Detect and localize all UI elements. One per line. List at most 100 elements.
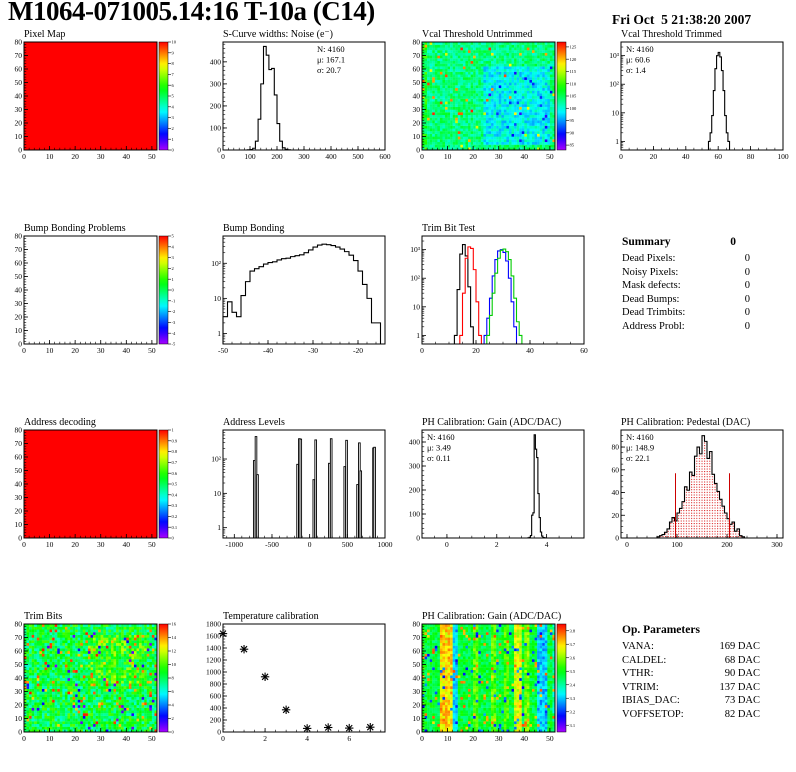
svg-text:10: 10 bbox=[15, 132, 23, 141]
trim_bit_test-svg: Trim Bit Test 0 20 40 60 1 10 10² 10³ bbox=[410, 223, 588, 355]
svg-text:-1000: -1000 bbox=[226, 540, 244, 549]
summary-title: Summary bbox=[622, 236, 671, 248]
svg-text:10: 10 bbox=[214, 294, 222, 303]
svg-text:10: 10 bbox=[214, 489, 222, 498]
chart-ph-pedestal: PH Calibration: Pedestal (DAC) 0 100 200 300… bbox=[597, 416, 796, 576]
svg-text:1000: 1000 bbox=[378, 540, 393, 549]
chart-trim-bits-map: Trim Bits 0 10 20 30 40 50 0 10 20 30 40 50 60 70 80 16 1… bbox=[0, 610, 199, 770]
svg-text:-5: -5 bbox=[172, 342, 176, 347]
svg-text:10³: 10³ bbox=[609, 51, 620, 60]
page-timestamp: Fri Oct 5 21:38:20 2007 bbox=[612, 12, 752, 27]
svg-text:0: 0 bbox=[172, 148, 175, 153]
svg-text:40: 40 bbox=[521, 152, 529, 161]
chart-ph-gain-map: PH Calibration: Gain (ADC/DAC) 0 10 20 30 40 5… bbox=[398, 610, 597, 770]
svg-text:0: 0 bbox=[22, 346, 26, 355]
address_levels-svg: Address Levels -1000 -500 0 500 1000 1 10 10² bbox=[211, 417, 393, 549]
page-title: M1064-071005.14:16 T-10a (C14) bbox=[8, 0, 375, 26]
svg-text:1: 1 bbox=[416, 331, 420, 340]
svg-text:50: 50 bbox=[15, 272, 23, 281]
svg-text:-40: -40 bbox=[263, 346, 273, 355]
svg-text:100: 100 bbox=[570, 106, 578, 111]
svg-text:40: 40 bbox=[123, 152, 131, 161]
svg-text:300: 300 bbox=[771, 540, 783, 549]
panel-row: VTHR: 90 DAC bbox=[622, 668, 760, 679]
svg-text:σ: 22.1: σ: 22.1 bbox=[626, 453, 650, 463]
svg-text:80: 80 bbox=[15, 38, 23, 47]
svg-text:200: 200 bbox=[721, 540, 733, 549]
svg-text:10: 10 bbox=[46, 152, 54, 161]
chart-bump-bonding-problems: Bump Bonding Problems 0 10 20 30 40 50 0 10 20 30 4… bbox=[0, 222, 199, 382]
ph_gain_map-svg: PH Calibration: Gain (ADC/DAC)0 10 20 30 40 5… bbox=[413, 611, 576, 743]
svg-text:0: 0 bbox=[416, 146, 420, 155]
vcal_trimmed-svg: Vcal Threshold Trimmed 0 20 40 60 80 100 1 10 10²… bbox=[609, 29, 789, 161]
svg-text:10²: 10² bbox=[211, 455, 222, 464]
bump_bonding-svg: Bump Bonding -50 -40 -30 -20 1 10 10² bbox=[211, 223, 386, 355]
svg-text:60: 60 bbox=[612, 465, 620, 474]
svg-text:40: 40 bbox=[15, 480, 23, 489]
svg-text:40: 40 bbox=[15, 92, 23, 101]
svg-text:Bump Bonding Problems: Bump Bonding Problems bbox=[24, 223, 126, 234]
svg-text:30: 30 bbox=[97, 540, 105, 549]
panel-row: Dead Trimbits: 0 bbox=[622, 307, 750, 318]
svg-text:4: 4 bbox=[545, 540, 549, 549]
svg-text:μ: 60.6: μ: 60.6 bbox=[626, 55, 650, 65]
svg-text:Address decoding: Address decoding bbox=[24, 417, 96, 428]
svg-text:3: 3 bbox=[172, 115, 175, 120]
svg-text:μ: 3.49: μ: 3.49 bbox=[427, 443, 451, 453]
svg-text:100: 100 bbox=[671, 540, 683, 549]
svg-text:60: 60 bbox=[580, 346, 588, 355]
svg-text:40: 40 bbox=[123, 540, 131, 549]
svg-text:10: 10 bbox=[15, 520, 23, 529]
svg-text:10²: 10² bbox=[211, 259, 222, 268]
svg-text:10: 10 bbox=[413, 132, 421, 141]
svg-text:80: 80 bbox=[747, 152, 755, 161]
scurve_noise-svg: S-Curve widths: Noise (e⁻) 0 100 200 300 400 5… bbox=[210, 29, 391, 161]
svg-text:30: 30 bbox=[97, 152, 105, 161]
svg-text:70: 70 bbox=[15, 245, 23, 254]
svg-text:0: 0 bbox=[172, 288, 175, 293]
svg-text:60: 60 bbox=[15, 65, 23, 74]
panel-row: VTRIM: 137 DAC bbox=[622, 681, 760, 693]
svg-text:300: 300 bbox=[298, 152, 310, 161]
svg-text:10: 10 bbox=[612, 108, 620, 117]
svg-text:2: 2 bbox=[172, 266, 174, 271]
svg-text:0: 0 bbox=[625, 540, 629, 549]
svg-text:0: 0 bbox=[172, 536, 175, 541]
svg-text:0.6: 0.6 bbox=[172, 471, 178, 476]
svg-text:50: 50 bbox=[15, 78, 23, 87]
svg-text:20: 20 bbox=[472, 346, 480, 355]
panel-row: IBIAS_DAC: 73 DAC bbox=[622, 695, 760, 706]
svg-text:1: 1 bbox=[217, 523, 221, 532]
svg-text:0: 0 bbox=[416, 534, 420, 543]
svg-text:70: 70 bbox=[15, 439, 23, 448]
svg-text:70: 70 bbox=[15, 51, 23, 60]
chart-vcal-trimmed: Vcal Threshold Trimmed 0 20 40 60 80 100 1 10 10²… bbox=[597, 28, 796, 188]
svg-text:4: 4 bbox=[172, 244, 175, 249]
svg-text:3: 3 bbox=[172, 255, 175, 260]
panel-row: Dead Pixels: 0 bbox=[622, 253, 750, 264]
svg-text:30: 30 bbox=[15, 299, 23, 308]
panel-row: CALDEL: 68 DAC bbox=[622, 654, 760, 666]
svg-text:S-Curve widths: Noise (e⁻): S-Curve widths: Noise (e⁻) bbox=[223, 29, 333, 40]
svg-text:30: 30 bbox=[495, 152, 503, 161]
svg-text:0.1: 0.1 bbox=[172, 525, 178, 530]
svg-text:N: 4160: N: 4160 bbox=[427, 432, 455, 442]
svg-text:60: 60 bbox=[15, 259, 23, 268]
svg-text:0: 0 bbox=[619, 152, 623, 161]
svg-text:95: 95 bbox=[570, 118, 575, 123]
svg-text:30: 30 bbox=[97, 346, 105, 355]
svg-text:Pixel Map: Pixel Map bbox=[24, 29, 65, 40]
svg-text:100: 100 bbox=[244, 152, 256, 161]
svg-text:0.2: 0.2 bbox=[172, 514, 178, 519]
svg-text:20: 20 bbox=[413, 119, 421, 128]
svg-text:0: 0 bbox=[22, 540, 26, 549]
summary-rows: Dead Pixels: 0 Noisy Pixels: 0 Mask defects:… bbox=[622, 252, 750, 333]
svg-text:20: 20 bbox=[469, 152, 477, 161]
svg-text:20: 20 bbox=[650, 152, 658, 161]
svg-text:0.3: 0.3 bbox=[172, 503, 178, 508]
svg-text:20: 20 bbox=[71, 152, 79, 161]
